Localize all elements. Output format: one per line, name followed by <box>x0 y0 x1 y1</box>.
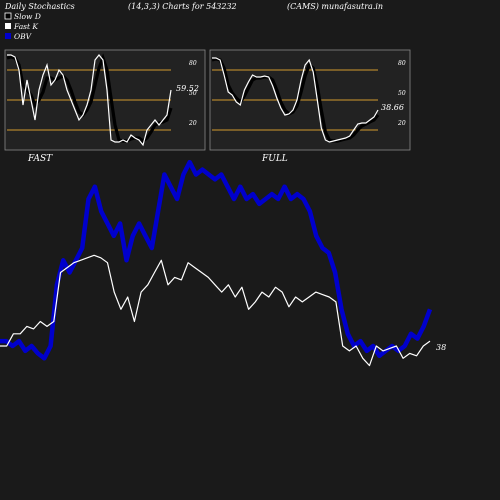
fast-stochastic-panel: 80 50 20 59.52 <box>4 49 206 151</box>
legend-swatch-slow-d <box>4 12 12 20</box>
fast-fast-k-line <box>7 54 172 147</box>
full-tick-50: 50 <box>398 90 406 97</box>
chart-symbol: (CAMS) munafasutra.in <box>287 2 383 11</box>
full-tick-20: 20 <box>397 120 406 127</box>
full-panel-label: FULL <box>261 154 288 164</box>
fast-panel-label: FAST <box>27 154 53 164</box>
full-tick-80: 80 <box>398 60 406 67</box>
full-fast-k-line <box>212 57 379 143</box>
fast-tick-50: 50 <box>189 90 197 97</box>
chart-title: Daily Stochastics <box>4 2 75 11</box>
obv-line <box>0 159 433 361</box>
full-slow-d-line <box>211 57 380 143</box>
chart-params: (14,3,3) Charts for 543232 <box>128 2 237 11</box>
price-line <box>0 254 431 367</box>
legend-swatch-obv <box>5 33 11 39</box>
full-stochastic-panel: 80 50 20 38.66 <box>209 49 411 151</box>
fast-last-value: 59.52 <box>176 84 199 93</box>
legend-label-slow-d: Slow D <box>14 12 41 21</box>
legend-swatch-fast-k <box>5 23 11 29</box>
legend: Slow D Fast K OBV <box>4 12 41 41</box>
obv-price-panel: 38 <box>0 159 446 367</box>
full-last-value: 38.66 <box>381 103 404 112</box>
fast-tick-80: 80 <box>189 60 197 67</box>
legend-label-fast-k: Fast K <box>13 22 38 31</box>
legend-label-obv: OBV <box>14 32 33 41</box>
fast-tick-20: 20 <box>188 120 197 127</box>
price-last-value: 38 <box>436 343 446 352</box>
